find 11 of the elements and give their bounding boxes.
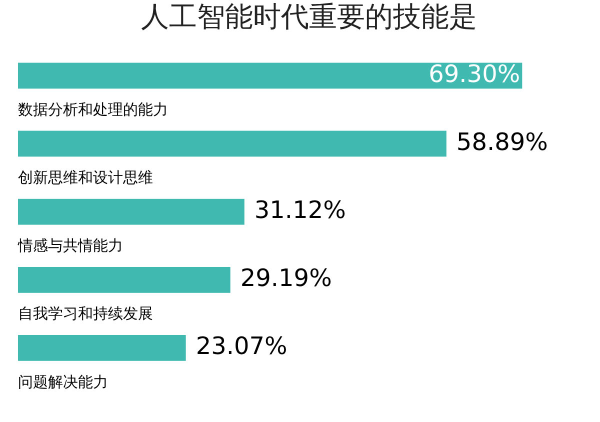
data-label: 58.89%	[456, 128, 548, 156]
chart-title: 人工智能时代重要的技能是	[141, 0, 477, 34]
data-label: 29.19%	[240, 264, 332, 292]
y-tick-label: 创新思维和设计思维	[18, 168, 153, 187]
data-label: 23.07%	[196, 332, 288, 360]
y-tick-label: 情感与共情能力	[17, 236, 123, 255]
y-tick-label: 自我学习和持续发展	[18, 304, 153, 323]
data-label: 31.12%	[254, 196, 346, 224]
y-tick-label: 数据分析和处理的能力	[18, 100, 168, 118]
data-label: 69.30%	[428, 60, 520, 88]
y-tick-label: 问题解决能力	[18, 372, 108, 391]
